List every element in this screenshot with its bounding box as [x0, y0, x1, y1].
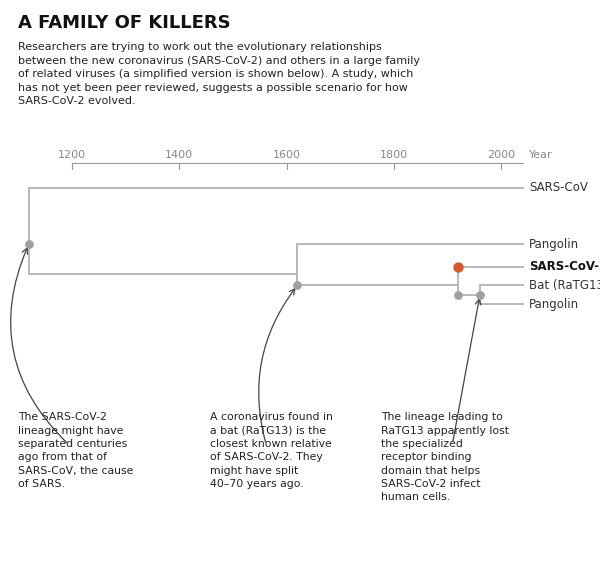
Text: Researchers are trying to work out the evolutionary relationships
between the ne: Researchers are trying to work out the e…	[18, 42, 420, 107]
Text: Pangolin: Pangolin	[529, 298, 580, 311]
Text: The lineage leading to
RaTG13 apparently lost
the specialized
receptor binding
d: The lineage leading to RaTG13 apparently…	[381, 412, 509, 503]
Text: Bat (RaTG13): Bat (RaTG13)	[529, 279, 600, 292]
Text: 1800: 1800	[380, 150, 408, 160]
Text: Pangolin: Pangolin	[529, 238, 580, 251]
Text: SARS-CoV-2: SARS-CoV-2	[529, 260, 600, 273]
Point	[454, 262, 463, 271]
Text: A FAMILY OF KILLERS: A FAMILY OF KILLERS	[18, 14, 230, 32]
Text: SARS-CoV: SARS-CoV	[529, 181, 588, 194]
Text: The SARS-CoV-2
lineage might have
separated centuries
ago from that of
SARS-CoV,: The SARS-CoV-2 lineage might have separa…	[18, 412, 133, 489]
Text: 2000: 2000	[487, 150, 515, 160]
Text: A coronavirus found in
a bat (RaTG13) is the
closest known relative
of SARS-CoV-: A coronavirus found in a bat (RaTG13) is…	[210, 412, 333, 489]
Text: 1200: 1200	[58, 150, 86, 160]
Point	[24, 240, 34, 249]
Text: 1400: 1400	[165, 150, 193, 160]
Point	[475, 291, 485, 300]
Point	[454, 291, 463, 300]
Point	[293, 281, 302, 290]
Text: Year: Year	[529, 150, 553, 160]
Text: 1600: 1600	[272, 150, 301, 160]
